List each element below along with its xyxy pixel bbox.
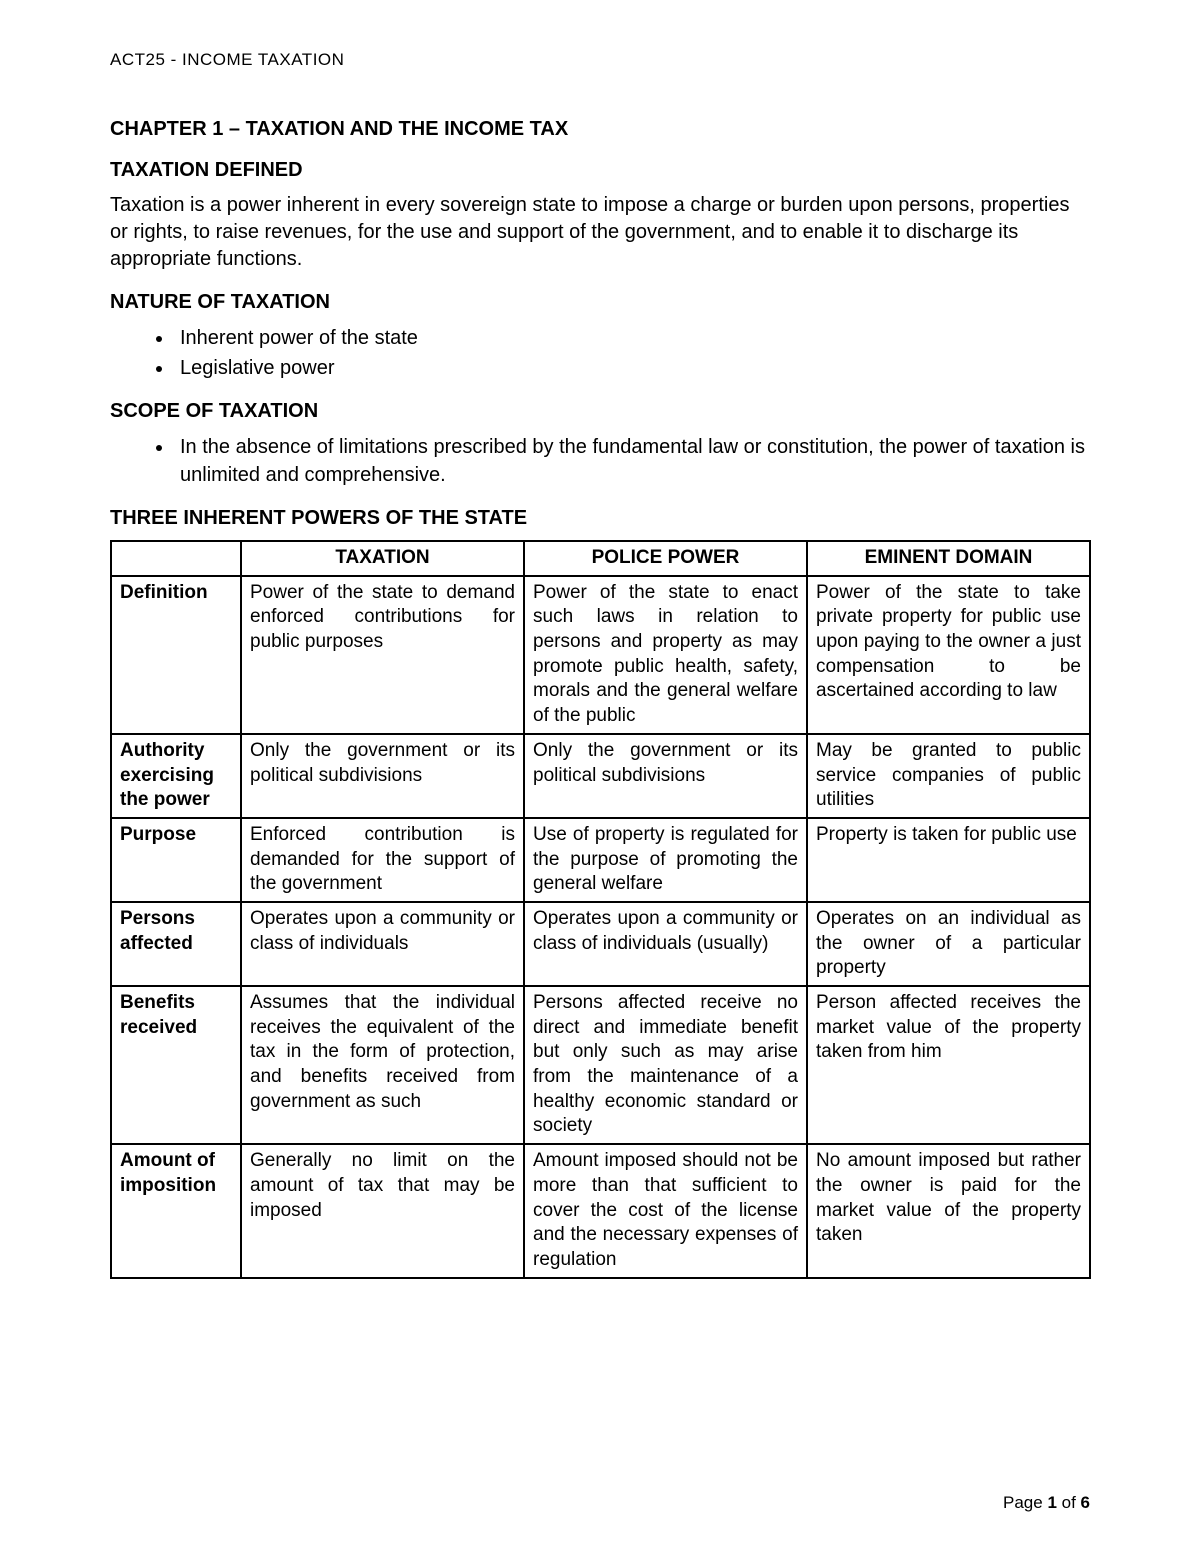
page-footer: Page 1 of 6 (1003, 1493, 1090, 1513)
table-header-eminent-domain: EMINENT DOMAIN (807, 541, 1090, 576)
list-item: Legislative power (174, 354, 1090, 382)
list-item: Inherent power of the state (174, 324, 1090, 352)
table-cell: May be granted to public service compani… (807, 734, 1090, 818)
table-cell: No amount imposed but rather the owner i… (807, 1144, 1090, 1277)
table-cell: Person affected receives the market valu… (807, 986, 1090, 1144)
table-header-row: TAXATION POLICE POWER EMINENT DOMAIN (111, 541, 1090, 576)
section-heading-scope: SCOPE OF TAXATION (110, 400, 1090, 423)
row-label-persons-affected: Persons affected (111, 902, 241, 986)
page-current: 1 (1047, 1493, 1056, 1512)
table-cell: Use of property is regulated for the pur… (524, 818, 807, 902)
document-header: ACT25 - INCOME TAXATION (110, 50, 1090, 70)
table-cell: Enforced contribution is demanded for th… (241, 818, 524, 902)
row-label-definition: Definition (111, 576, 241, 734)
document-page: ACT25 - INCOME TAXATION CHAPTER 1 – TAXA… (0, 0, 1200, 1553)
section-heading-taxation-defined: TAXATION DEFINED (110, 159, 1090, 182)
row-label-benefits-received: Benefits received (111, 986, 241, 1144)
table-cell: Operates upon a community or class of in… (241, 902, 524, 986)
table-header-empty (111, 541, 241, 576)
table-cell: Amount imposed should not be more than t… (524, 1144, 807, 1277)
table-cell: Property is taken for public use (807, 818, 1090, 902)
nature-list: Inherent power of the state Legislative … (110, 324, 1090, 382)
table-cell: Persons affected receive no direct and i… (524, 986, 807, 1144)
section-heading-nature: NATURE OF TAXATION (110, 291, 1090, 314)
row-label-authority: Authority exercising the power (111, 734, 241, 818)
table-row: Authority exercising the power Only the … (111, 734, 1090, 818)
table-cell: Only the government or its political sub… (241, 734, 524, 818)
table-cell: Power of the state to demand enforced co… (241, 576, 524, 734)
table-cell: Assumes that the individual receives the… (241, 986, 524, 1144)
table-cell: Power of the state to enact such laws in… (524, 576, 807, 734)
chapter-title: CHAPTER 1 – TAXATION AND THE INCOME TAX (110, 118, 1090, 141)
table-cell: Only the government or its political sub… (524, 734, 807, 818)
table-cell: Operates on an individual as the owner o… (807, 902, 1090, 986)
table-cell: Power of the state to take private prope… (807, 576, 1090, 734)
row-label-amount-imposition: Amount of imposition (111, 1144, 241, 1277)
powers-comparison-table: TAXATION POLICE POWER EMINENT DOMAIN Def… (110, 540, 1091, 1279)
list-item: In the absence of limitations prescribed… (174, 433, 1090, 489)
table-row: Amount of imposition Generally no limit … (111, 1144, 1090, 1277)
table-row: Purpose Enforced contribution is demande… (111, 818, 1090, 902)
row-label-purpose: Purpose (111, 818, 241, 902)
page-total: 6 (1081, 1493, 1090, 1512)
table-cell: Operates upon a community or class of in… (524, 902, 807, 986)
table-header-taxation: TAXATION (241, 541, 524, 576)
taxation-defined-body: Taxation is a power inherent in every so… (110, 192, 1090, 273)
table-row: Persons affected Operates upon a communi… (111, 902, 1090, 986)
table-header-police-power: POLICE POWER (524, 541, 807, 576)
table-cell: Generally no limit on the amount of tax … (241, 1144, 524, 1277)
scope-list: In the absence of limitations prescribed… (110, 433, 1090, 489)
table-row: Definition Power of the state to demand … (111, 576, 1090, 734)
page-of: of (1057, 1493, 1081, 1512)
page-label-prefix: Page (1003, 1493, 1047, 1512)
table-row: Benefits received Assumes that the indiv… (111, 986, 1090, 1144)
section-heading-three-powers: THREE INHERENT POWERS OF THE STATE (110, 507, 1090, 530)
